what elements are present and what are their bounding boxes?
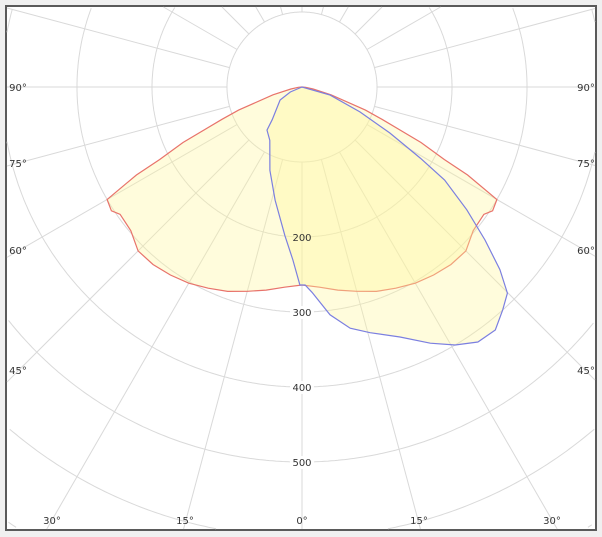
radial-tick-label: 200 <box>292 233 311 244</box>
grid-circle <box>8 521 593 528</box>
grid-radial-line <box>46 151 265 530</box>
angle-label-bottom: 0° <box>296 516 307 527</box>
grid-radial-line <box>6 7 230 69</box>
radial-tick-label: 300 <box>292 308 311 319</box>
grid-circle <box>6 9 596 388</box>
angle-label-left: 30° <box>43 516 61 527</box>
radial-label-bg <box>290 456 314 469</box>
radial-label-bg <box>290 306 314 319</box>
radial-tick-label: 500 <box>292 458 311 469</box>
angle-label-left: 15° <box>176 516 194 527</box>
radial-label-bg <box>290 381 314 394</box>
grid-circle <box>151 7 453 238</box>
angle-label-right: 75° <box>577 159 595 170</box>
grid-radial-line <box>354 139 596 381</box>
grid-radial-line <box>366 124 596 257</box>
grid-radial-line <box>183 159 284 530</box>
angle-label-right: 15° <box>410 516 428 527</box>
angle-label-left: 90° <box>9 83 27 94</box>
series-b-curve <box>266 86 509 346</box>
angle-label-right: 60° <box>577 246 595 257</box>
radial-tick-label: 400 <box>292 383 311 394</box>
grid-radial-line <box>374 105 596 166</box>
angle-label-left: 45° <box>9 366 27 377</box>
grid-radial-line <box>366 6 441 50</box>
grid-radial-line <box>320 6 324 15</box>
grid-radial-line <box>339 151 558 530</box>
angle-label-right: 90° <box>577 83 595 94</box>
angle-label-right: 45° <box>577 366 595 377</box>
grid-radial-line <box>163 6 238 50</box>
angle-label-right: 30° <box>543 516 561 527</box>
grid-circle <box>9 428 595 530</box>
grid-circle <box>8 320 594 463</box>
grid-radial-line <box>221 6 250 35</box>
angle-label-left: 60° <box>9 246 27 257</box>
grid-radial-line <box>320 159 421 530</box>
grid-radial-line <box>280 6 284 15</box>
polar-chart-frame <box>5 5 597 531</box>
angle-label-left: 75° <box>9 159 27 170</box>
grid-radial-line <box>6 105 230 167</box>
grid-radial-line <box>6 139 250 383</box>
grid-radial-line <box>255 6 265 23</box>
grid-radial-line <box>339 6 349 23</box>
grid-radial-line <box>6 124 238 258</box>
grid-radial-line <box>374 8 596 69</box>
grid-radial-line <box>354 6 383 35</box>
grid-circle <box>76 8 528 313</box>
